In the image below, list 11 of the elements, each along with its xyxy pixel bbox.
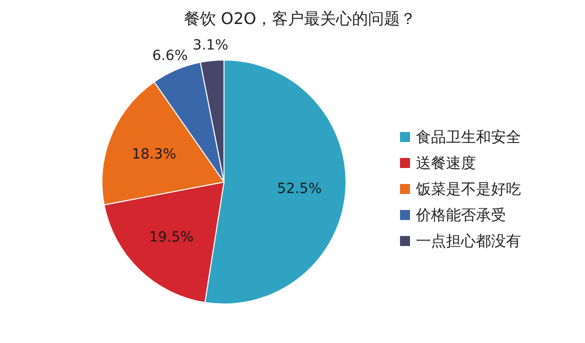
legend-label: 食品卫生和安全 [416,128,521,146]
data-label: 6.6% [152,48,188,64]
legend-label: 一点担心都没有 [416,232,521,250]
data-label: 52.5% [277,180,322,197]
chart-title: 餐饮 O2O，客户最关心的问题？ [184,9,416,28]
legend-label: 价格能否承受 [415,206,506,224]
legend-label: 饭菜是不是好吃 [415,180,521,198]
data-label: 18.3% [132,146,176,162]
data-label: 19.5% [149,229,194,246]
legend-label: 送餐速度 [416,154,476,172]
data-label: 3.1% [192,38,228,54]
